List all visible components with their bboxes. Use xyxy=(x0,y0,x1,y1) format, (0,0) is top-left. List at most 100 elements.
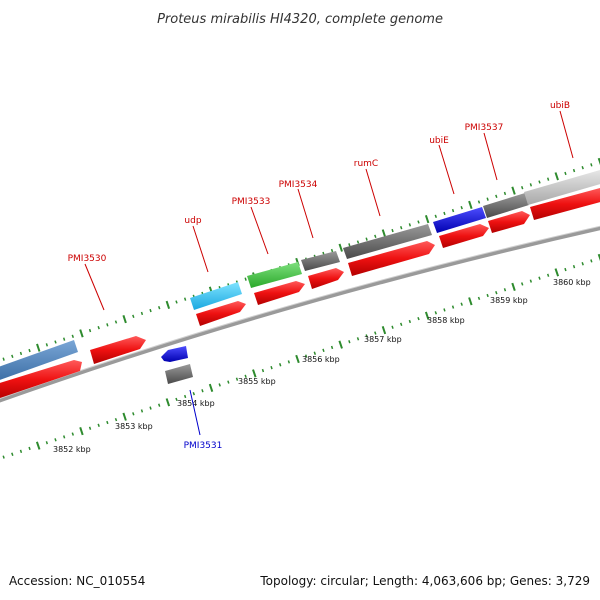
ruler-tick xyxy=(157,403,161,407)
ruler-tick xyxy=(338,340,343,349)
ruler-tick xyxy=(287,360,291,364)
ruler-tick xyxy=(330,345,334,350)
outer-tick xyxy=(45,343,49,347)
ruler-tick xyxy=(572,264,576,269)
ruler-tick xyxy=(2,455,5,459)
ruler-label-3852: 3852 kbp xyxy=(53,445,91,454)
gene-label-pmi3531[interactable]: PMI3531 xyxy=(184,441,223,451)
outer-tick xyxy=(132,314,135,318)
outer-tick xyxy=(338,243,343,252)
ruler-tick xyxy=(597,253,600,262)
gene-label-udp[interactable]: udp xyxy=(184,216,201,226)
cds-arrow[interactable] xyxy=(90,336,146,364)
gene-label-pmi3534[interactable]: PMI3534 xyxy=(279,180,318,190)
ruler-tick xyxy=(79,426,84,436)
outer-tick xyxy=(538,180,541,184)
feature-block[interactable] xyxy=(0,340,78,382)
outer-tick xyxy=(468,200,473,210)
gene-label-pmi3530[interactable]: PMI3530 xyxy=(68,254,107,264)
reverse-gene-arrow[interactable] xyxy=(161,346,188,362)
gene-labels: PMI3530 udp PMI3533 PMI3534 rumC ubiE PM… xyxy=(68,101,570,451)
cds-arrow[interactable] xyxy=(439,224,489,248)
outer-tick xyxy=(381,229,387,238)
outer-tick xyxy=(19,351,23,356)
cds-arrow[interactable] xyxy=(0,360,82,400)
ruler-tick xyxy=(356,337,360,341)
ruler-tick xyxy=(62,435,66,439)
ruler-tick xyxy=(511,282,516,292)
gene-label-ubie[interactable]: ubiE xyxy=(429,136,449,146)
genome-backbone xyxy=(0,226,600,403)
outer-tick xyxy=(365,237,368,241)
cds-arrow[interactable] xyxy=(488,211,530,233)
ruler-tick xyxy=(252,369,257,378)
feature-block[interactable] xyxy=(524,170,600,205)
outer-tick xyxy=(564,171,567,176)
gene-label-ubib[interactable]: ubiB xyxy=(550,101,570,111)
outer-tick xyxy=(408,223,412,227)
feature-track-reverse xyxy=(161,346,193,384)
outer-tick xyxy=(62,337,66,341)
ruler-tick xyxy=(468,297,473,306)
outer-tick xyxy=(443,211,446,216)
ruler-label-3860: 3860 kbp xyxy=(553,278,591,287)
outer-tick xyxy=(71,334,75,338)
gene-label-rumc[interactable]: rumC xyxy=(354,159,378,169)
feature-block[interactable] xyxy=(247,262,302,288)
outer-tick xyxy=(36,343,41,352)
outer-tick xyxy=(11,354,14,358)
outer-tick xyxy=(460,206,463,210)
ruler-tick xyxy=(114,417,118,422)
ruler-tick-marks xyxy=(2,253,600,459)
outer-tick xyxy=(54,340,57,344)
ruler-tick xyxy=(149,406,152,410)
ruler-tick xyxy=(590,259,593,263)
cds-arrow[interactable] xyxy=(196,301,246,326)
feature-track-cog xyxy=(0,170,600,382)
outer-tick xyxy=(348,243,351,247)
cds-arrow[interactable] xyxy=(254,281,305,305)
ruler-tick xyxy=(183,394,187,399)
gene-label-pmi3537[interactable]: PMI3537 xyxy=(465,123,504,133)
outer-tick xyxy=(149,308,152,313)
gene-label-pmi3533[interactable]: PMI3533 xyxy=(232,197,271,207)
outer-tick xyxy=(581,166,584,170)
outer-tick xyxy=(106,323,109,327)
ruler-tick xyxy=(97,423,100,428)
ruler-tick xyxy=(201,389,204,393)
feature-block[interactable] xyxy=(433,207,486,233)
feature-block[interactable] xyxy=(301,251,340,271)
feature-block[interactable] xyxy=(343,224,432,259)
ruler-tick xyxy=(227,380,230,384)
ruler-tick xyxy=(451,305,455,309)
feature-block[interactable] xyxy=(483,193,529,218)
outer-tick xyxy=(511,186,516,195)
ruler-tick xyxy=(208,383,214,393)
label-leaders xyxy=(84,110,574,436)
ruler-label-3856: 3856 kbp xyxy=(302,355,340,364)
outer-tick xyxy=(590,163,593,167)
cds-arrow[interactable] xyxy=(308,268,344,289)
ruler-tick xyxy=(365,334,368,338)
outer-tick xyxy=(97,326,100,330)
outer-tick xyxy=(391,228,394,233)
ruler-tick xyxy=(88,426,92,430)
outer-tick xyxy=(2,357,5,361)
cds-arrow[interactable] xyxy=(348,241,435,276)
cds-arrow[interactable] xyxy=(530,188,600,220)
ruler-tick xyxy=(322,348,325,353)
feature-block[interactable] xyxy=(165,364,193,384)
genome-summary: Topology: circular; Length: 4,063,606 bp… xyxy=(259,574,590,588)
ruler-tick xyxy=(460,302,463,306)
ruler-tick xyxy=(270,365,273,370)
ruler-tick xyxy=(35,441,41,450)
outer-tick xyxy=(477,200,481,204)
outer-tick xyxy=(330,248,334,253)
outer-tick xyxy=(157,306,161,310)
feature-block[interactable] xyxy=(190,282,242,310)
ruler-tick xyxy=(45,441,49,445)
map-title: Proteus mirabilis HI4320, complete genom… xyxy=(157,12,443,27)
outer-tick xyxy=(140,311,144,316)
ruler-label-3858: 3858 kbp xyxy=(427,316,465,325)
ruler-tick xyxy=(399,322,403,327)
